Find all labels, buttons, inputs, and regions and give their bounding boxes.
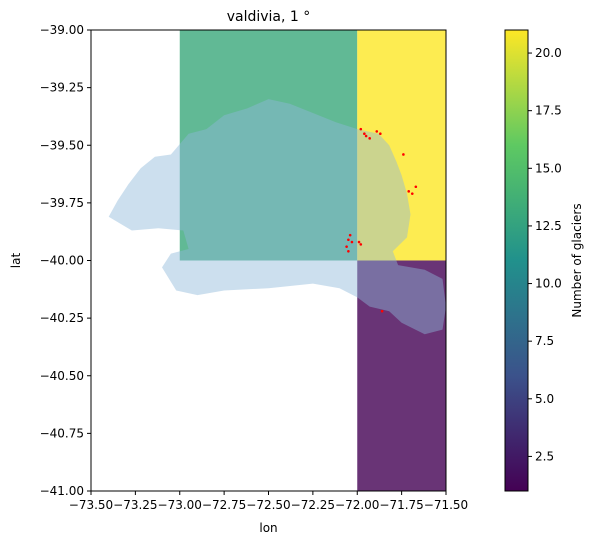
glacier-point [347,249,350,253]
x-tick-label: −72.25 [291,498,335,512]
grid-cell [357,30,446,261]
x-tick-label: −72.50 [246,498,290,512]
x-tick-label: −72.75 [202,498,246,512]
glacier-point [359,127,363,131]
colorbar [504,29,529,492]
chart-title: valdivia, 1 ° [227,9,311,25]
colorbar-ticks: 2.5 5.0 7.5 10.0 12.5 15.0 17.5 20.0 [528,46,562,463]
glacier-point [357,240,361,244]
glacier-point [407,190,411,193]
glacier-point [363,132,366,136]
glacier-point [380,309,384,313]
x-axis-label: lon [259,521,277,535]
glacier-point [364,134,368,138]
basin-layer [108,99,446,335]
glacier-point [345,245,348,248]
glacier-point [402,153,405,156]
x-tick-label: −73.25 [113,498,157,512]
y-tick-label: −40.50 [40,369,84,383]
colorbar-tick-label: 17.5 [535,104,562,118]
glacier-point [379,132,382,136]
plot-area [108,30,446,491]
y-tick-label: −39.75 [40,196,84,210]
colorbar-tick-label: 10.0 [535,277,562,291]
x-axis-ticks: −73.50 −73.25 −73.00 −72.75 −72.50 −72.25 −72.… [69,491,468,512]
glacier-point [414,185,418,189]
colorbar-label: Number of glaciers [570,203,584,317]
grid-cell [179,30,358,261]
y-tick-label: −41.00 [40,484,84,498]
glacier-point [347,238,350,242]
x-tick-label: −73.00 [158,498,202,512]
glacier-point [348,233,352,237]
glacier-point [368,137,371,140]
y-tick-label: −39.50 [40,138,84,152]
y-tick-label: −39.25 [40,81,84,95]
colorbar-tick-label: 5.0 [535,392,554,406]
basin-polygon [108,99,446,335]
glacier-point [350,240,354,244]
y-axis-label: lat [9,253,23,269]
y-tick-label: −40.25 [40,311,84,325]
y-axis-ticks: −39.00 −39.25 −39.50 −39.75 −40.00 −40.25 −40.… [40,23,91,498]
colorbar-tick-label: 15.0 [535,161,562,175]
y-tick-label: −40.00 [40,254,84,268]
y-tick-label: −39.00 [40,23,84,37]
glacier-point [375,130,379,133]
colorbar-tick-label: 2.5 [535,449,554,463]
glacier-point [410,192,414,195]
colorbar-tick-label: 20.0 [535,46,562,60]
colorbar-tick-label: 12.5 [535,219,562,233]
colorbar-tick-label: 7.5 [535,334,554,348]
grid-cell [357,260,446,491]
glacier-point [359,243,363,246]
x-tick-label: −72.00 [335,498,379,512]
glacier-points [345,127,418,313]
x-tick-label: −71.50 [424,498,468,512]
x-tick-label: −73.50 [69,498,113,512]
y-tick-label: −40.75 [40,426,84,440]
grid-cells [179,30,446,491]
x-tick-label: −71.75 [379,498,423,512]
